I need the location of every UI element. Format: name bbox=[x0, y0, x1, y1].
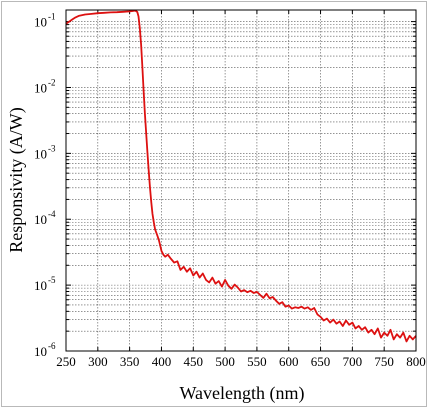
x-tick-label: 550 bbox=[247, 354, 267, 369]
x-tick-label: 500 bbox=[215, 354, 235, 369]
y-tick-label: 10 bbox=[34, 146, 47, 161]
grid bbox=[66, 10, 416, 351]
y-tick-label: 10 bbox=[34, 344, 47, 359]
x-axis-label: Wavelength (nm) bbox=[179, 383, 304, 404]
plot-area-border bbox=[65, 9, 417, 352]
y-tick-labels: 10-610-510-410-310-210-1 bbox=[34, 12, 56, 359]
y-tick-label: 10 bbox=[34, 212, 47, 227]
y-tick-exponent: -2 bbox=[48, 77, 56, 87]
x-tick-label: 650 bbox=[311, 354, 331, 369]
y-tick-exponent: -3 bbox=[48, 143, 56, 153]
x-tick-label: 750 bbox=[374, 354, 394, 369]
y-tick-label: 10 bbox=[34, 80, 47, 95]
x-tick-label: 450 bbox=[184, 354, 204, 369]
x-tick-label: 350 bbox=[120, 354, 140, 369]
x-tick-labels: 250 300 350 400 450 500 550 600 650 700 750 800 bbox=[56, 354, 426, 369]
x-tick-label: 300 bbox=[88, 354, 108, 369]
data-series bbox=[65, 9, 417, 343]
y-axis-label: Responsivity (A/W) bbox=[6, 107, 27, 253]
x-tick-label: 700 bbox=[343, 354, 363, 369]
x-tick-label: 250 bbox=[56, 354, 76, 369]
y-tick-label: 10 bbox=[34, 15, 47, 30]
y-tick-exponent: -5 bbox=[48, 275, 56, 285]
y-tick-exponent: -6 bbox=[48, 341, 56, 351]
y-tick-exponent: -1 bbox=[48, 12, 56, 22]
x-tick-label: 800 bbox=[406, 354, 426, 369]
x-tick-label: 400 bbox=[152, 354, 172, 369]
responsivity-line bbox=[65, 9, 417, 343]
y-tick-exponent: -4 bbox=[48, 209, 56, 219]
x-tick-label: 600 bbox=[279, 354, 299, 369]
y-tick-label: 10 bbox=[34, 278, 47, 293]
